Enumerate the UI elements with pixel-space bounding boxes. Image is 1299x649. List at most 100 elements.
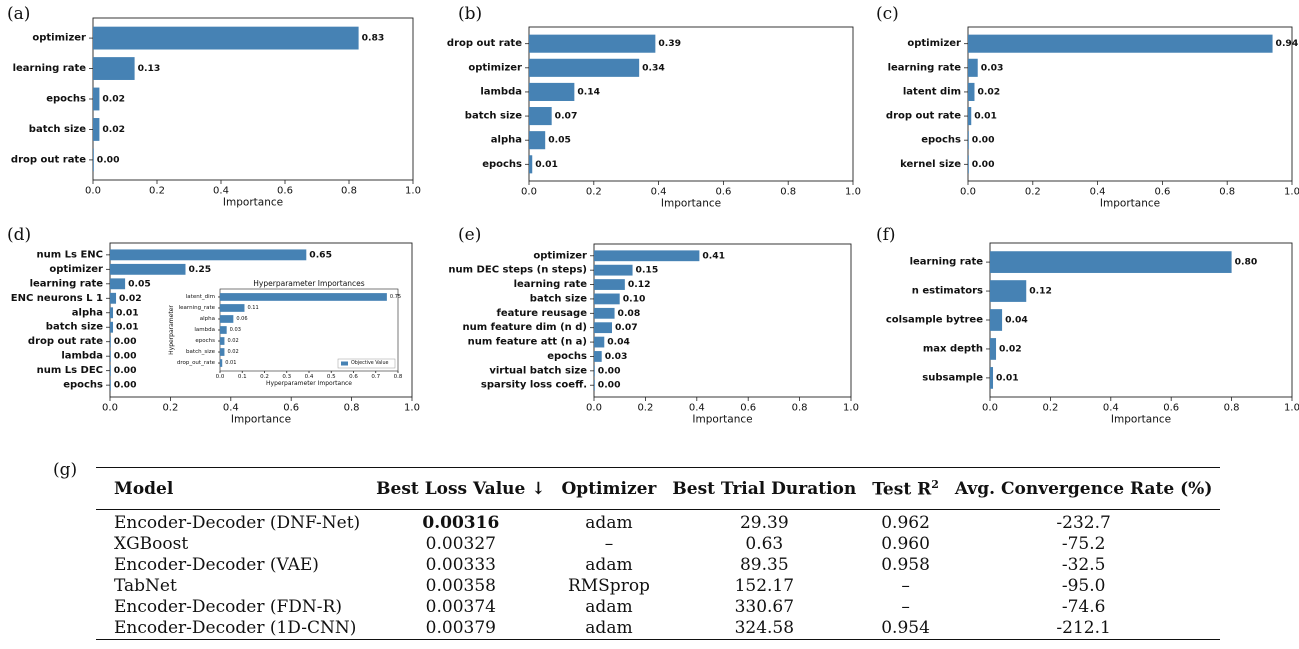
chart-0-value-label-1: 0.13 [138, 63, 161, 74]
table-cell: Encoder-Decoder (1D-CNN) [96, 618, 369, 640]
chart-2-value-label-2: 0.02 [977, 86, 1000, 97]
chart-4-bar-4 [220, 337, 225, 345]
chart-5-category-label-0: optimizer [533, 250, 587, 261]
chart-2-axes-frame [967, 26, 1293, 182]
chart-5-bar-4 [594, 307, 615, 319]
chart-3-category-label-2: learning rate [30, 278, 104, 289]
chart-1-xtick-label-0: 0.0 [521, 187, 537, 198]
chart-5-value-label-7: 0.03 [605, 351, 628, 362]
chart-0-bar-3 [93, 118, 100, 141]
chart-3-category-label-0: num Ls ENC [37, 249, 103, 260]
chart-4-value-label-4: 0.02 [227, 338, 238, 344]
chart-6-category-label-1: n estimators [912, 286, 983, 297]
table-row: Encoder-Decoder (FDN-R) 0.00374 adam 330.67… [96, 597, 1220, 618]
chart-2-xtick-label-0: 0.0 [960, 187, 976, 198]
chart-2-category-label-2: latent dim [903, 86, 961, 97]
chart-6-xtick-label-3: 0.6 [1163, 403, 1179, 414]
chart-5-category-label-9: sparsity loss coeff. [481, 380, 587, 391]
chart-6-xlabel: Importance [1111, 414, 1171, 426]
table-cell: -75.2 [1061, 534, 1106, 554]
chart-6-value-label-0: 0.80 [1235, 257, 1258, 268]
panel-letter-b: (b) [458, 4, 483, 24]
table-cell: Encoder-Decoder (DNF-Net) [114, 513, 361, 533]
chart-1-value-label-3: 0.07 [555, 111, 578, 122]
chart-5-xtick-label-3: 0.6 [740, 403, 756, 414]
chart-0-xtick-label-5: 1.0 [405, 186, 421, 197]
chart-5-category-label-2: learning rate [514, 279, 588, 290]
chart-1-value-label-4: 0.05 [548, 135, 571, 146]
chart-5-value-label-5: 0.07 [615, 322, 638, 333]
chart-2-xtick-label-3: 0.6 [1154, 187, 1170, 198]
chart-2-xtick-label-1: 0.2 [1025, 187, 1041, 198]
chart-0-xtick-label-4: 0.8 [341, 186, 357, 197]
table-cell: – [901, 576, 910, 596]
chart-5-xtick-label-1: 0.2 [637, 403, 653, 414]
chart-6-value-label-1: 0.12 [1029, 286, 1052, 297]
chart-0-xtick-label-0: 0.0 [85, 186, 101, 197]
table-cell: adam [585, 513, 633, 533]
chart-3-value-label-8: 0.00 [114, 365, 137, 376]
chart-0-xtick-label-3: 0.6 [277, 186, 293, 197]
chart-0-xtick-label-2: 0.4 [213, 186, 229, 197]
chart-2-xtick-label-4: 0.8 [1219, 187, 1235, 198]
chart-3-category-label-4: alpha [72, 307, 103, 318]
chart-3-value-label-6: 0.00 [114, 336, 137, 347]
chart-2-bar-1 [968, 58, 978, 77]
chart-1-xtick-label-5: 1.0 [845, 187, 861, 198]
header-model: Model [96, 467, 369, 510]
chart-3-category-label-1: optimizer [49, 264, 103, 275]
table-row: XGBoost 0.00327 – 0.63 0.960 -75.2 [96, 534, 1220, 555]
table-cell: 0.962 [881, 513, 930, 533]
header-test-r-label: Test R [872, 479, 932, 500]
chart-3-xtick-label-2: 0.4 [223, 403, 239, 414]
chart-3-value-label-3: 0.02 [119, 293, 142, 304]
chart-3-value-label-2: 0.05 [128, 278, 151, 289]
chart-4-value-label-6: 0.01 [225, 360, 236, 366]
chart-4-xtick-label-2: 0.2 [260, 374, 269, 380]
table-cell: 152.17 [734, 576, 795, 596]
table-cell: Encoder-Decoder (FDN-R) [114, 597, 342, 617]
chart-1-value-label-0: 0.39 [658, 38, 681, 49]
header-best-loss: Best Loss Value ↓ [368, 467, 554, 510]
chart-0-xtick-label-1: 0.2 [149, 186, 165, 197]
table-cell: 29.39 [739, 513, 789, 533]
table-cell: -212.1 [946, 618, 1221, 640]
chart-2-bar-2 [968, 82, 975, 101]
chart-5-value-label-8: 0.00 [598, 365, 621, 376]
chart-6-xtick-label-0: 0.0 [982, 403, 998, 414]
table-cell: -74.6 [1061, 597, 1106, 617]
chart-5-xtick-label-0: 0.0 [586, 403, 602, 414]
chart-5-category-label-7: epochs [547, 351, 587, 362]
panel-letter-a: (a) [7, 4, 31, 24]
chart-5-bar-9 [594, 379, 595, 391]
chart-5-bar-0 [594, 250, 700, 262]
chart-3-bar-8 [110, 365, 111, 377]
chart-0-category-label-4: drop out rate [11, 154, 86, 165]
chart-5-value-label-3: 0.10 [623, 293, 646, 304]
chart-5-value-label-1: 0.15 [636, 265, 659, 276]
importance-charts: optimizer 0.83 learning rate 0.13 epochs 0.02… [11, 17, 1299, 426]
chart-0-bar-0 [93, 26, 359, 50]
header-r2-superscript: 2 [931, 477, 939, 491]
chart-1-xtick-label-2: 0.4 [651, 187, 667, 198]
chart-4-category-label-6: drop_out_rate [177, 360, 216, 366]
chart-2-value-label-4: 0.00 [972, 135, 995, 146]
chart-1-category-label-0: drop out rate [447, 38, 522, 49]
table-cell: 0.00333 [425, 555, 496, 575]
header-convergence: Avg. Convergence Rate (%) [946, 467, 1221, 510]
chart-6-category-label-4: subsample [922, 372, 983, 383]
chart-3-category-label-8: num Ls DEC [37, 365, 103, 376]
chart-4-xtick-label-1: 0.1 [238, 374, 247, 380]
chart-2-category-label-5: kernel size [900, 159, 961, 170]
chart-4-ylabel: Hyperparameter [168, 305, 175, 355]
table-cell: 0.00358 [425, 576, 496, 596]
chart-4-xtick-label-3: 0.3 [282, 374, 291, 380]
chart-0-category-label-0: optimizer [32, 33, 86, 44]
chart-4-bar-6 [220, 359, 223, 367]
chart-0-category-label-3: batch size [29, 124, 86, 135]
chart-4-xtick-label-7: 0.7 [371, 374, 380, 380]
chart-3-xtick-label-5: 1.0 [404, 403, 420, 414]
table-cell: adam [585, 597, 633, 617]
header-duration: Best Trial Duration [664, 467, 865, 510]
chart-4-category-label-4: epochs [195, 338, 215, 344]
